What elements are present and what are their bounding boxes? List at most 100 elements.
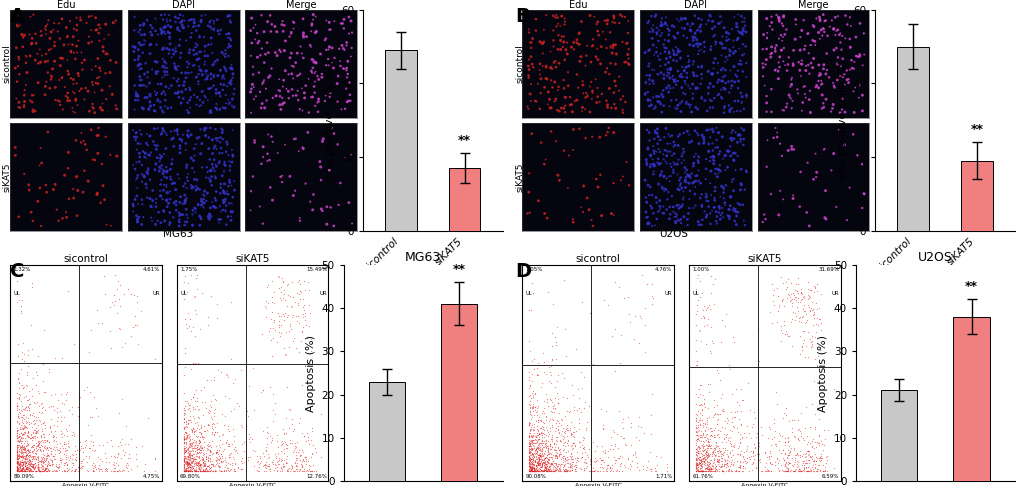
Point: [688, 461, 704, 469]
Point: [34, 52, 50, 59]
Point: [532, 458, 548, 466]
Point: [212, 134, 228, 141]
Point: [582, 426, 598, 434]
Point: [190, 463, 206, 470]
Point: [24, 35, 41, 42]
Point: [161, 50, 177, 57]
Point: [530, 461, 546, 469]
Point: [690, 445, 706, 453]
Point: [70, 463, 87, 470]
Point: [596, 448, 612, 456]
Point: [136, 36, 152, 44]
Point: [18, 450, 35, 458]
Point: [194, 71, 210, 79]
Point: [656, 48, 673, 55]
Point: [178, 218, 195, 226]
Point: [765, 462, 782, 469]
Point: [321, 26, 337, 34]
Point: [60, 439, 76, 447]
Point: [20, 466, 37, 474]
Point: [531, 430, 547, 438]
Point: [52, 407, 68, 415]
Point: [184, 428, 201, 436]
Point: [528, 455, 544, 463]
Point: [550, 446, 567, 453]
Point: [578, 426, 594, 434]
Point: [40, 457, 56, 465]
Point: [18, 403, 35, 411]
Point: [711, 463, 728, 471]
Point: [788, 457, 804, 465]
Point: [224, 440, 240, 448]
Point: [158, 168, 174, 175]
Point: [21, 455, 38, 463]
Point: [198, 67, 214, 75]
Point: [35, 462, 51, 470]
Point: [201, 409, 217, 417]
Point: [707, 443, 723, 451]
Point: [541, 445, 557, 453]
Point: [258, 313, 274, 321]
Point: [771, 431, 788, 438]
Point: [224, 152, 240, 160]
Point: [180, 451, 197, 458]
Point: [47, 180, 63, 188]
Point: [770, 468, 787, 475]
Point: [692, 458, 708, 466]
Point: [547, 436, 564, 444]
Point: [251, 37, 267, 45]
Point: [820, 73, 837, 81]
Point: [539, 455, 555, 463]
Point: [549, 443, 566, 451]
Point: [537, 390, 553, 398]
Point: [56, 466, 72, 474]
Point: [14, 452, 31, 460]
Point: [126, 13, 143, 21]
Point: [39, 444, 55, 451]
Point: [527, 461, 543, 469]
Point: [259, 39, 275, 47]
Point: [732, 29, 748, 36]
Point: [703, 428, 719, 435]
Point: [333, 41, 350, 49]
Point: [13, 444, 30, 452]
Point: [79, 382, 96, 390]
Point: [792, 296, 808, 304]
Point: [173, 18, 190, 26]
Point: [190, 433, 206, 440]
Point: [324, 44, 340, 52]
Point: [29, 446, 45, 454]
Point: [37, 406, 53, 414]
Point: [58, 390, 74, 398]
Point: [187, 458, 204, 466]
Point: [286, 444, 303, 451]
Point: [193, 429, 209, 437]
Point: [787, 293, 803, 300]
Point: [791, 467, 807, 474]
Point: [178, 459, 195, 467]
Point: [816, 214, 833, 222]
Point: [12, 398, 29, 405]
Point: [131, 82, 148, 89]
Point: [12, 446, 29, 453]
Point: [596, 17, 612, 25]
Point: [734, 468, 750, 475]
Point: [784, 462, 800, 469]
Point: [710, 19, 727, 27]
Point: [89, 191, 105, 198]
Point: [22, 434, 39, 442]
Point: [194, 197, 210, 205]
Point: [836, 70, 852, 78]
Point: [141, 151, 157, 159]
Point: [186, 293, 203, 300]
Point: [669, 201, 686, 209]
Point: [528, 412, 544, 419]
Point: [16, 31, 33, 39]
Point: [700, 460, 716, 468]
Point: [525, 441, 541, 449]
Point: [808, 468, 824, 475]
Point: [19, 465, 36, 473]
Point: [140, 164, 156, 172]
Point: [85, 413, 101, 420]
Point: [206, 156, 222, 164]
